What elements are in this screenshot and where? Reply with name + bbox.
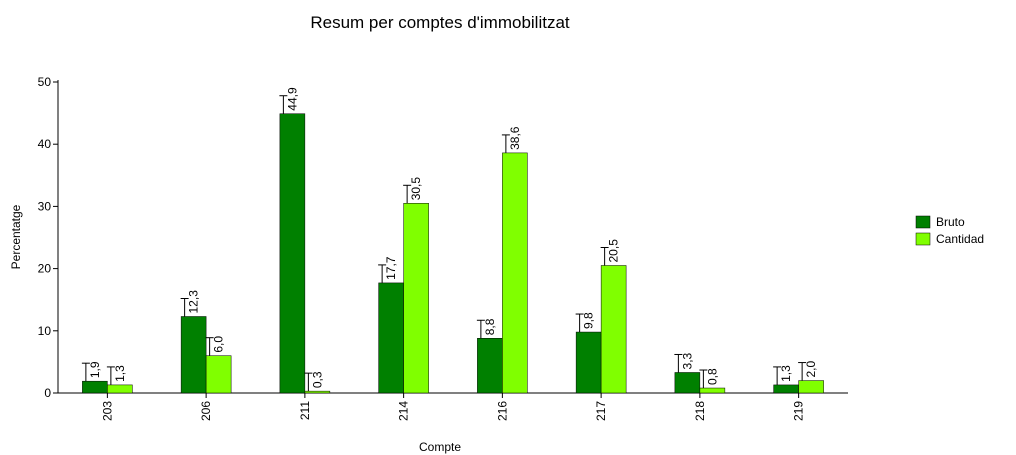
legend-swatch xyxy=(915,232,931,246)
chart-title: Resum per comptes d'immobilitzat xyxy=(310,13,570,32)
value-label: 38,6 xyxy=(508,126,522,150)
y-tick-label: 30 xyxy=(38,199,52,213)
value-label: 9,8 xyxy=(582,312,596,329)
bar xyxy=(502,152,528,394)
legend-label: Cantidad xyxy=(936,232,984,246)
x-tick-label: 206 xyxy=(199,401,213,421)
value-label: 1,3 xyxy=(113,365,127,382)
value-label: 30,5 xyxy=(409,177,423,201)
bar xyxy=(699,387,726,394)
y-tick-label: 10 xyxy=(38,324,52,338)
value-label: 8,8 xyxy=(483,318,497,335)
bar xyxy=(600,265,627,394)
x-tick-label: 214 xyxy=(397,401,411,421)
bar xyxy=(674,372,701,394)
value-label: 17,7 xyxy=(384,256,398,280)
value-label: 0,3 xyxy=(310,371,324,388)
value-label: 1,9 xyxy=(88,361,102,378)
value-label: 0,8 xyxy=(705,368,719,385)
bar xyxy=(403,203,429,394)
value-label: 44,9 xyxy=(285,87,299,111)
bar xyxy=(773,384,799,394)
bar xyxy=(378,282,404,394)
x-tick-label: 219 xyxy=(792,401,806,421)
bar xyxy=(798,380,824,394)
y-tick-label: 20 xyxy=(38,262,52,276)
value-label: 2,0 xyxy=(804,361,818,378)
bar xyxy=(304,390,331,394)
bar xyxy=(575,331,602,394)
x-axis-label: Compte xyxy=(419,440,461,454)
y-tick-label: 40 xyxy=(38,137,52,151)
legend-swatch xyxy=(915,215,931,229)
value-label: 1,3 xyxy=(779,365,793,382)
value-label: 20,5 xyxy=(607,239,621,263)
legend-label: Bruto xyxy=(936,215,965,229)
bar xyxy=(205,355,232,394)
y-tick-label: 50 xyxy=(38,75,52,89)
bar xyxy=(477,338,503,394)
bar xyxy=(82,380,108,394)
bar xyxy=(180,316,207,394)
y-tick-label: 0 xyxy=(44,386,51,400)
bar xyxy=(279,113,306,394)
y-axis-label: Percentatge xyxy=(9,204,23,269)
value-label: 6,0 xyxy=(212,336,226,353)
x-tick-label: 218 xyxy=(693,401,707,421)
value-label: 12,3 xyxy=(187,290,201,314)
value-label: 3,3 xyxy=(680,352,694,369)
x-tick-label: 216 xyxy=(495,401,509,421)
x-tick-label: 217 xyxy=(594,401,608,421)
bar xyxy=(107,384,133,394)
x-tick-label: 203 xyxy=(100,401,114,421)
x-tick-label: 211 xyxy=(298,401,312,420)
